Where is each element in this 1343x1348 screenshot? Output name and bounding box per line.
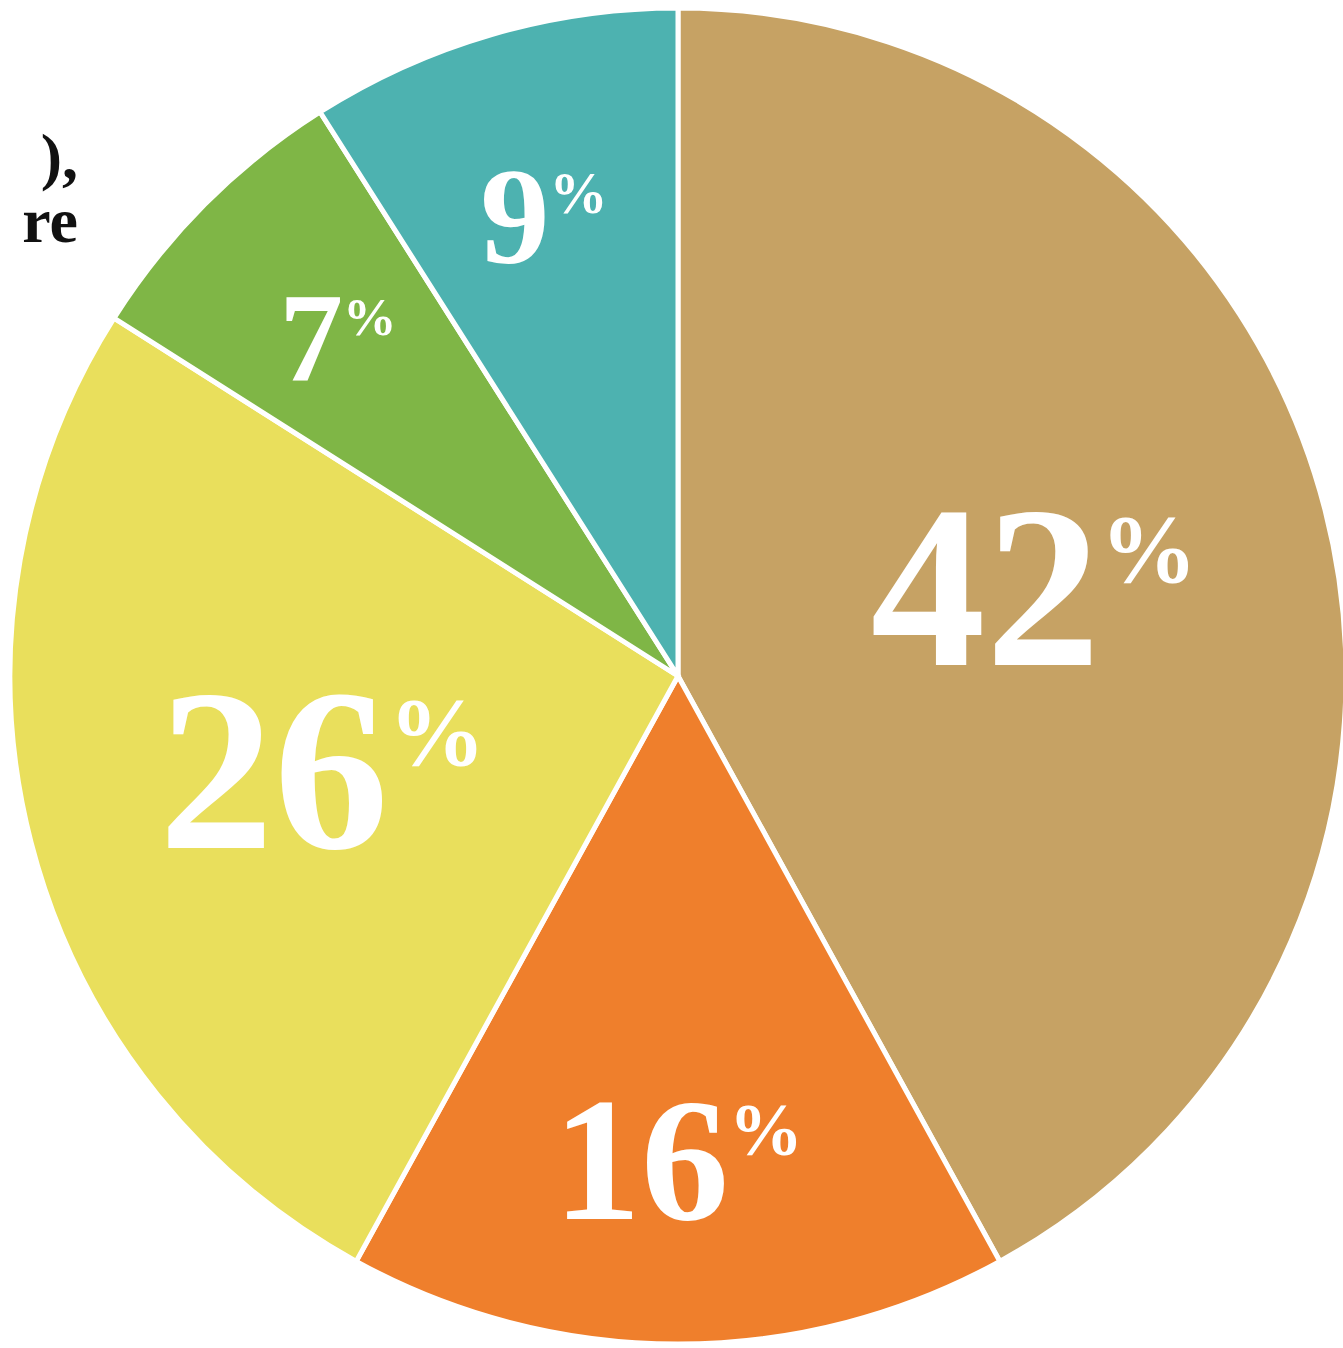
data-label: 16% xyxy=(553,1062,803,1257)
annotation: ), xyxy=(41,121,78,192)
data-label: 9% xyxy=(480,140,607,293)
pie xyxy=(10,8,1343,1344)
annotation: re xyxy=(22,185,78,256)
annotations: ),re xyxy=(22,121,78,256)
data-label: 26% xyxy=(159,643,486,898)
data-labels: 42% 16% 26% 7% 9% xyxy=(159,140,1197,1257)
data-label: 42% xyxy=(871,460,1198,715)
chart: ),re 42% 16% 26% 7% 9% xyxy=(0,0,1343,1348)
data-label: 7% xyxy=(279,267,396,409)
pie-slice xyxy=(320,8,678,676)
